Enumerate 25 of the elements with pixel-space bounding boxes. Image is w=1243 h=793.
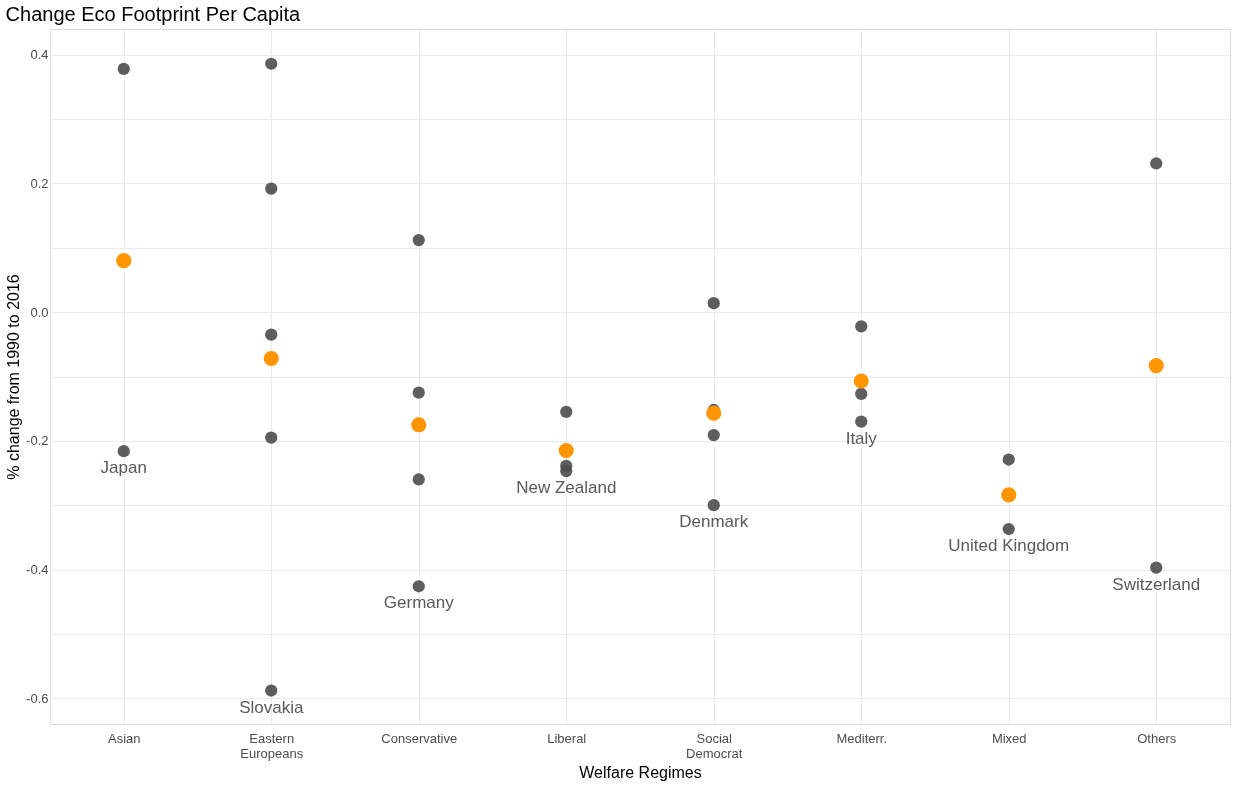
y-tick-label: -0.4 xyxy=(26,562,49,578)
x-tick-label: Mediterr. xyxy=(836,730,888,746)
annotation: New Zealand xyxy=(516,478,617,498)
y-tick-label: -0.6 xyxy=(26,690,49,706)
x-axis-title: Welfare Regimes xyxy=(579,763,702,781)
annotation: Slovakia xyxy=(239,697,304,717)
x-tick-label: Liberal xyxy=(547,730,587,746)
y-tick-label: 0.0 xyxy=(30,304,49,320)
annotation: Switzerland xyxy=(1112,574,1201,594)
x-tick-label: Social Democrat xyxy=(686,730,743,761)
y-axis-title: % change from 1990 to 2016 xyxy=(5,274,23,480)
annotation: Denmark xyxy=(679,512,749,532)
annotation: United Kingdom xyxy=(948,536,1070,556)
annotation: Germany xyxy=(383,593,455,613)
x-tick-label: Mixed xyxy=(991,730,1027,746)
annotation: Italy xyxy=(845,428,878,448)
x-tick-label: Conservative xyxy=(381,730,458,746)
annotation: Japan xyxy=(100,458,147,478)
x-tick-label: Others xyxy=(1137,730,1177,746)
chart-title: Change Eco Footprint Per Capita xyxy=(5,3,302,25)
y-tick-label: -0.2 xyxy=(26,433,49,449)
y-tick-label: 0.2 xyxy=(30,175,49,191)
y-tick-label: 0.4 xyxy=(30,47,49,63)
x-tick-label: Eastern Europeans xyxy=(240,730,304,761)
x-tick-label: Asian xyxy=(107,730,141,746)
